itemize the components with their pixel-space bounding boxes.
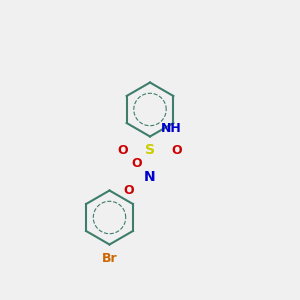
- Text: NH: NH: [161, 122, 182, 135]
- Text: O: O: [172, 143, 182, 157]
- Text: N: N: [144, 170, 156, 184]
- Text: O: O: [123, 184, 134, 197]
- Text: Br: Br: [102, 251, 117, 265]
- Text: O: O: [118, 143, 128, 157]
- Text: S: S: [145, 143, 155, 157]
- Text: O: O: [131, 157, 142, 170]
